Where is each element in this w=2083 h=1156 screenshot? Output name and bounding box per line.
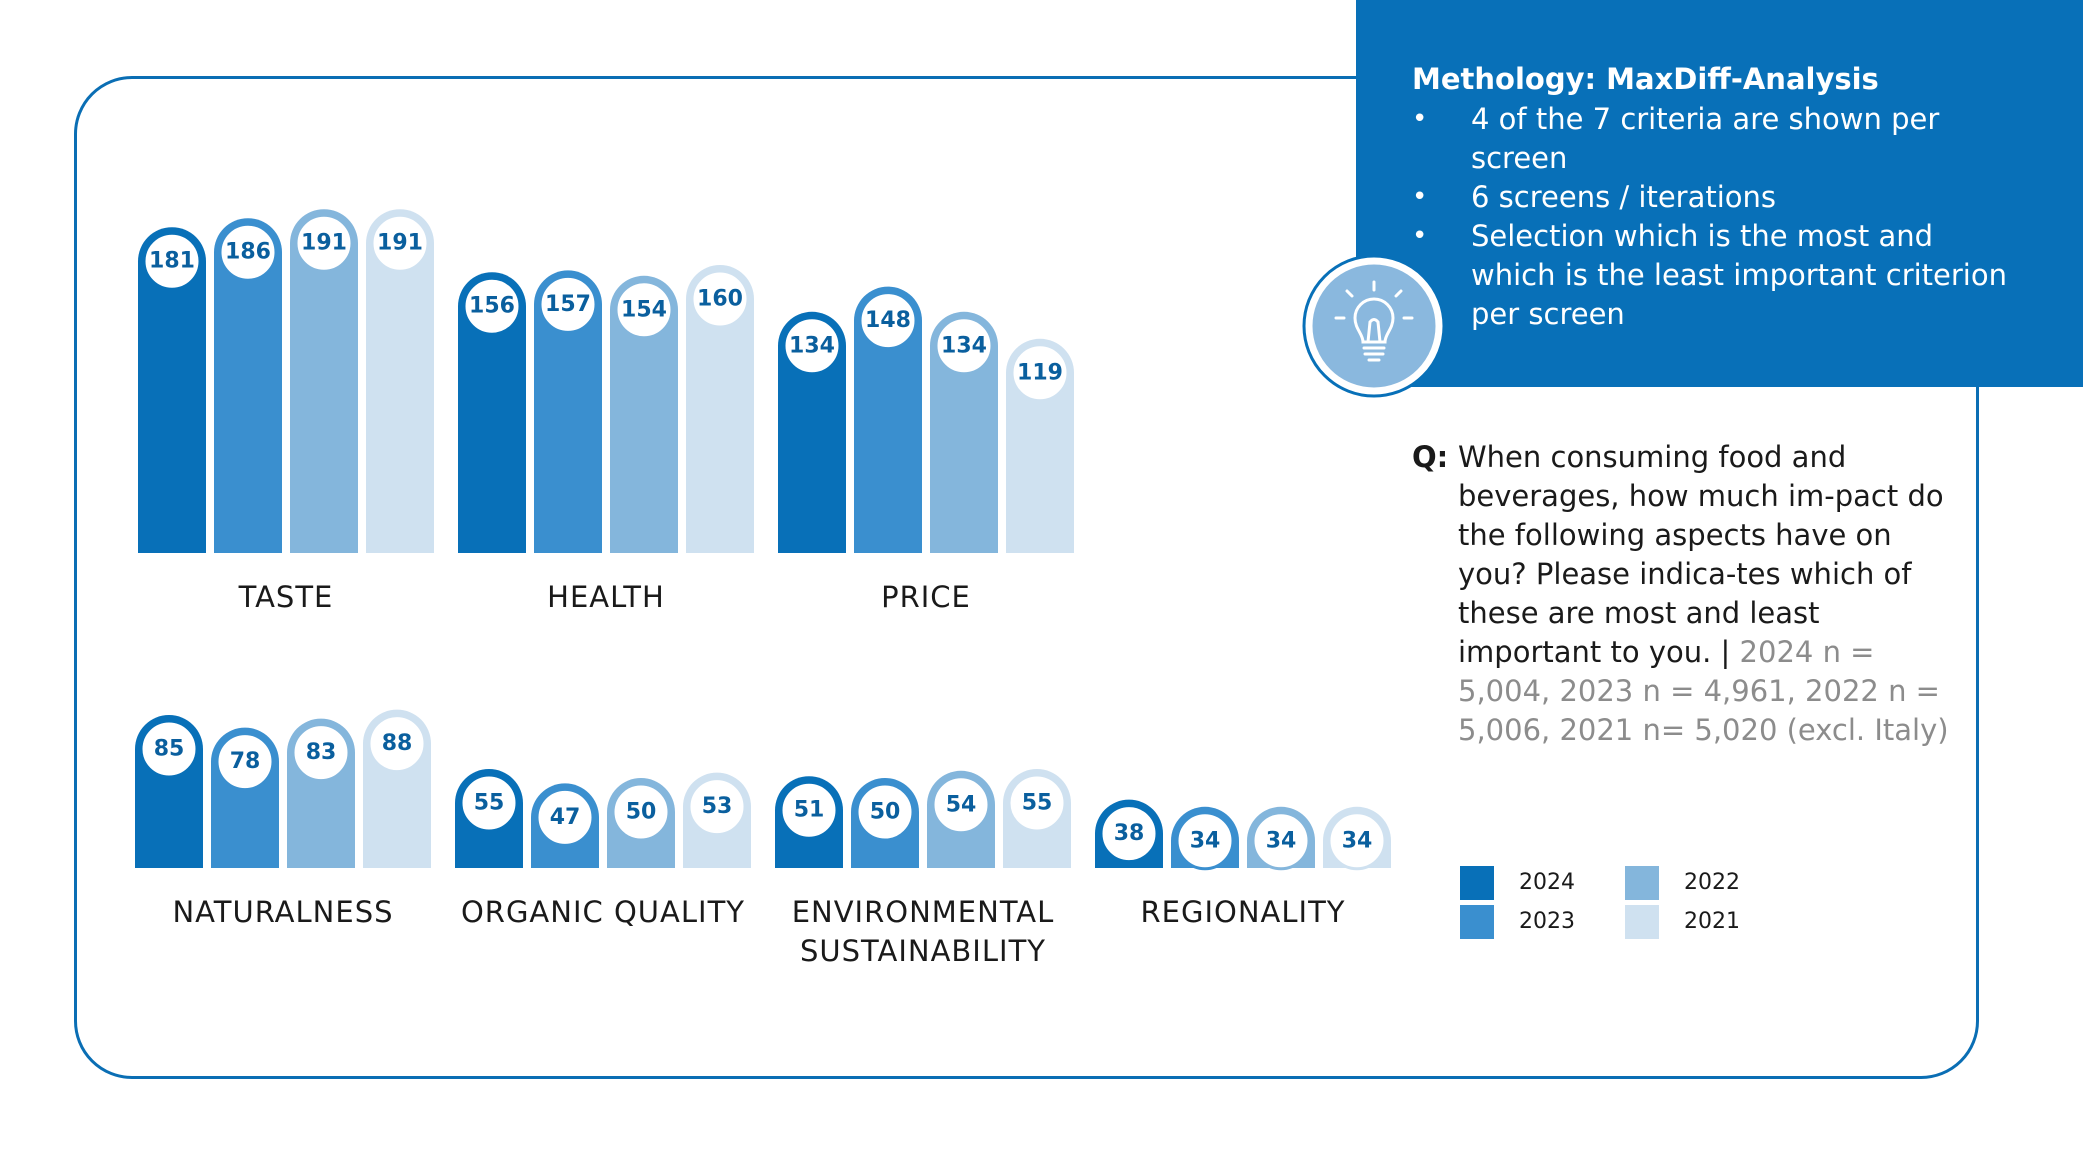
legend-swatch — [1625, 905, 1659, 939]
data-label: 191 — [301, 231, 347, 256]
data-label: 88 — [382, 731, 413, 756]
data-label: 134 — [789, 333, 835, 358]
data-label: 47 — [550, 805, 581, 830]
data-label: 50 — [626, 800, 657, 825]
data-label: 34 — [1190, 828, 1221, 853]
bar-price-2022 — [930, 311, 998, 553]
value-bubble — [291, 723, 351, 783]
category-label: REGIONALITY — [1141, 895, 1346, 929]
value-bubble — [931, 775, 991, 835]
data-label: 134 — [941, 333, 987, 358]
category-label: SUSTAINABILITY — [800, 934, 1046, 968]
value-bubble — [462, 276, 522, 336]
value-bubble — [367, 714, 427, 774]
category-label: TASTE — [238, 580, 334, 614]
data-label: 55 — [1022, 791, 1053, 816]
value-bubble — [139, 719, 199, 779]
bar-health-2024 — [458, 272, 526, 553]
value-bubble — [858, 291, 918, 351]
question-body: When consuming food and beverages, how m… — [1458, 438, 1952, 750]
bar-price-2023 — [854, 286, 922, 553]
legend-label: 2023 — [1519, 909, 1575, 934]
value-bubble — [538, 274, 598, 334]
question-text: When consuming food and beverages, how m… — [1458, 440, 1944, 669]
bar-health-2022 — [610, 275, 678, 553]
bar-taste-2022 — [290, 209, 358, 553]
data-label: 154 — [621, 297, 667, 322]
question-prefix: Q: — [1412, 440, 1449, 474]
data-label: 53 — [702, 794, 733, 819]
data-label: 85 — [154, 737, 185, 762]
value-bubble — [294, 213, 354, 273]
legend-label: 2024 — [1519, 870, 1575, 895]
data-label: 157 — [545, 292, 591, 317]
data-label: 156 — [469, 294, 515, 319]
data-label: 38 — [1114, 821, 1145, 846]
methodology-bullet: 6 screens / iterations — [1412, 178, 2011, 217]
lightbulb-icon — [1302, 254, 1446, 398]
legend-swatch — [1460, 866, 1494, 900]
value-bubble — [934, 316, 994, 376]
data-label: 148 — [865, 308, 911, 333]
value-bubble — [611, 782, 671, 842]
value-bubble — [779, 780, 839, 840]
methodology-bullet: 4 of the 7 criteria are shown per screen — [1412, 100, 2011, 178]
bar-taste-2023 — [214, 218, 282, 553]
data-label: 34 — [1342, 828, 1373, 853]
value-bubble — [1099, 804, 1159, 864]
data-label: 191 — [377, 231, 423, 256]
survey-question: Q: When consuming food and beverages, ho… — [1412, 438, 1952, 750]
data-label: 34 — [1266, 828, 1297, 853]
data-label: 54 — [946, 792, 977, 817]
data-label: 55 — [474, 791, 505, 816]
data-label: 181 — [149, 249, 195, 274]
methodology-list: 4 of the 7 criteria are shown per screen… — [1412, 100, 2063, 334]
bar-health-2023 — [534, 270, 602, 553]
data-label: 51 — [794, 798, 825, 823]
category-label: ORGANIC QUALITY — [461, 895, 745, 929]
methodology-title: Methology: MaxDiff-Analysis — [1412, 62, 1879, 96]
methodology-bullet: Selection which is the most and which is… — [1412, 217, 2011, 334]
legend-swatch — [1625, 866, 1659, 900]
category-label: PRICE — [881, 580, 971, 614]
value-bubble — [370, 213, 430, 273]
value-bubble — [782, 316, 842, 376]
value-bubble — [1327, 811, 1387, 871]
value-bubble — [614, 280, 674, 340]
value-bubble — [459, 773, 519, 833]
category-label: NATURALNESS — [172, 895, 393, 929]
data-label: 119 — [1017, 360, 1063, 385]
bar-taste-2024 — [138, 227, 206, 553]
legend-label: 2022 — [1684, 870, 1740, 895]
value-bubble — [218, 222, 278, 282]
bar-taste-2021 — [366, 209, 434, 553]
legend-label: 2021 — [1684, 909, 1740, 934]
value-bubble — [1010, 343, 1070, 403]
value-bubble — [1175, 811, 1235, 871]
value-bubble — [215, 732, 275, 792]
legend: 2024 2022 2023 2021 — [1460, 866, 1780, 946]
value-bubble — [1007, 773, 1067, 833]
data-label: 160 — [697, 287, 743, 312]
category-label: ENVIRONMENTAL — [792, 895, 1055, 929]
data-label: 78 — [230, 749, 261, 774]
bar-price-2024 — [778, 311, 846, 553]
data-label: 186 — [225, 240, 271, 265]
value-bubble — [855, 782, 915, 842]
bar-health-2021 — [686, 265, 754, 553]
value-bubble — [687, 777, 747, 837]
value-bubble — [535, 787, 595, 847]
value-bubble — [1251, 811, 1311, 871]
data-label: 50 — [870, 800, 901, 825]
data-label: 83 — [306, 740, 337, 765]
value-bubble — [690, 269, 750, 329]
sample-size-note: 2024 n = 5,004, 2023 n = 4,961, 2022 n =… — [1458, 635, 1949, 747]
methodology-box: Methology: MaxDiff-Analysis 4 of the 7 c… — [1356, 0, 2083, 387]
legend-swatch — [1460, 905, 1494, 939]
value-bubble — [142, 231, 202, 291]
category-label: HEALTH — [547, 580, 665, 614]
